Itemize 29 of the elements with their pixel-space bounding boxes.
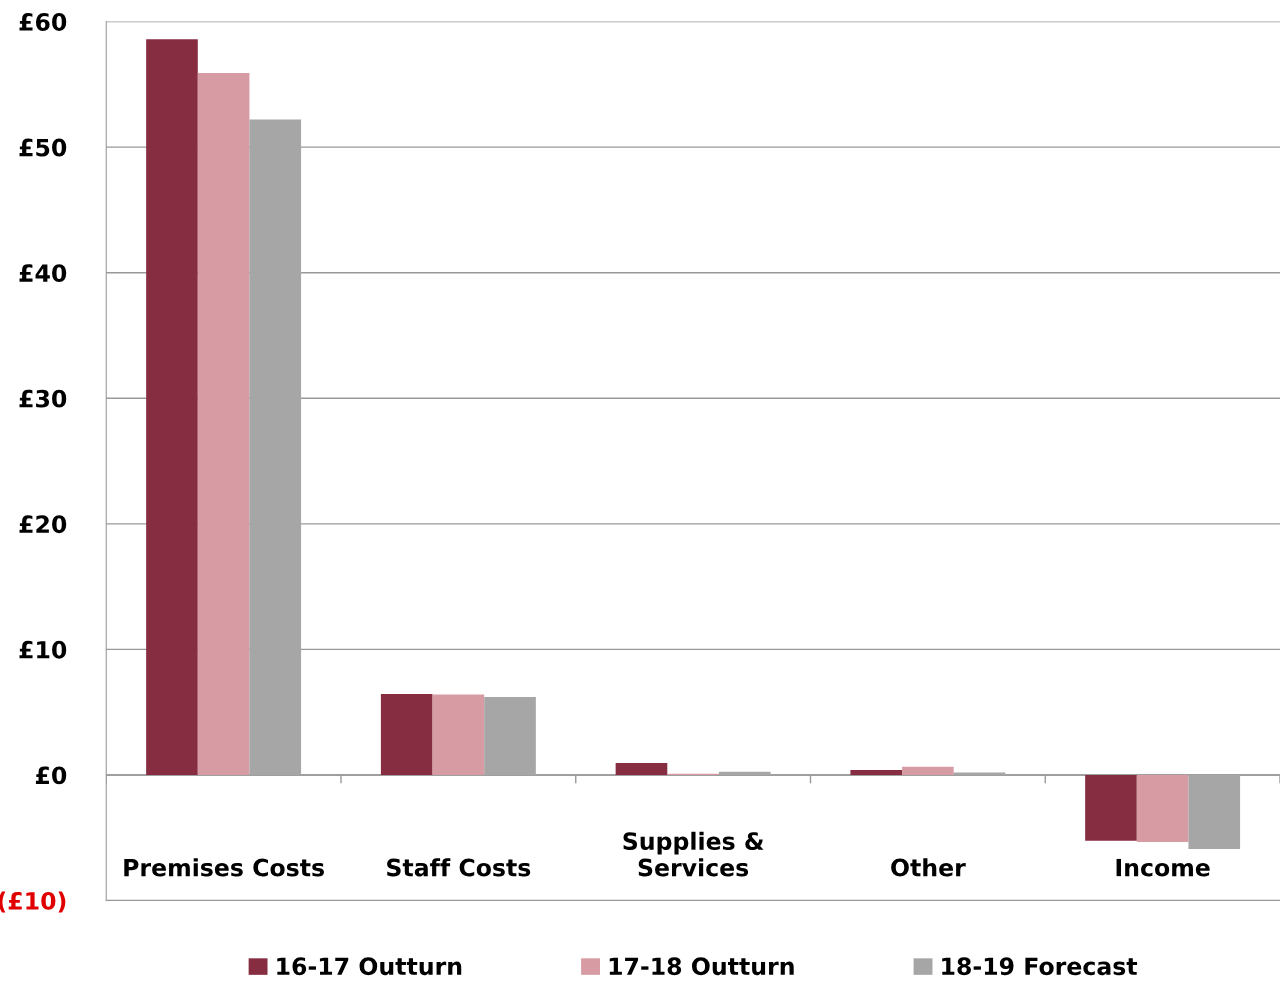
bar <box>1188 774 1241 850</box>
x-tick-label: Premises Costs <box>124 858 324 877</box>
x-tick-label: Other <box>891 858 966 877</box>
bar <box>850 769 903 775</box>
x-tick-label: Staff Costs <box>387 858 531 877</box>
x-tick-label: Income <box>1116 858 1210 877</box>
bar <box>902 766 954 775</box>
bar <box>615 763 668 775</box>
legend-label: 16-17 Outturn <box>277 957 462 976</box>
y-tick-label: £10 <box>19 640 67 659</box>
bar <box>146 39 198 775</box>
bar <box>1085 774 1137 841</box>
bar <box>718 771 771 775</box>
bar <box>380 693 433 775</box>
bar <box>197 73 250 775</box>
y-tick-label: £0 <box>35 766 67 785</box>
y-tick-label: £20 <box>19 515 67 534</box>
legend-label: 18-19 Forecast <box>942 957 1138 976</box>
bar <box>484 697 536 775</box>
y-tick-label: £30 <box>19 389 67 408</box>
y-tick-label: £50 <box>19 138 67 157</box>
bar <box>432 694 485 775</box>
bar <box>249 119 302 775</box>
y-tick-label: £60 <box>19 13 67 31</box>
y-tick-label: £40 <box>19 264 67 283</box>
bar <box>953 772 1006 775</box>
x-tick-label: Supplies & Services <box>623 831 764 877</box>
bar <box>1136 774 1189 843</box>
legend-label: 17-18 Outturn <box>609 957 794 976</box>
